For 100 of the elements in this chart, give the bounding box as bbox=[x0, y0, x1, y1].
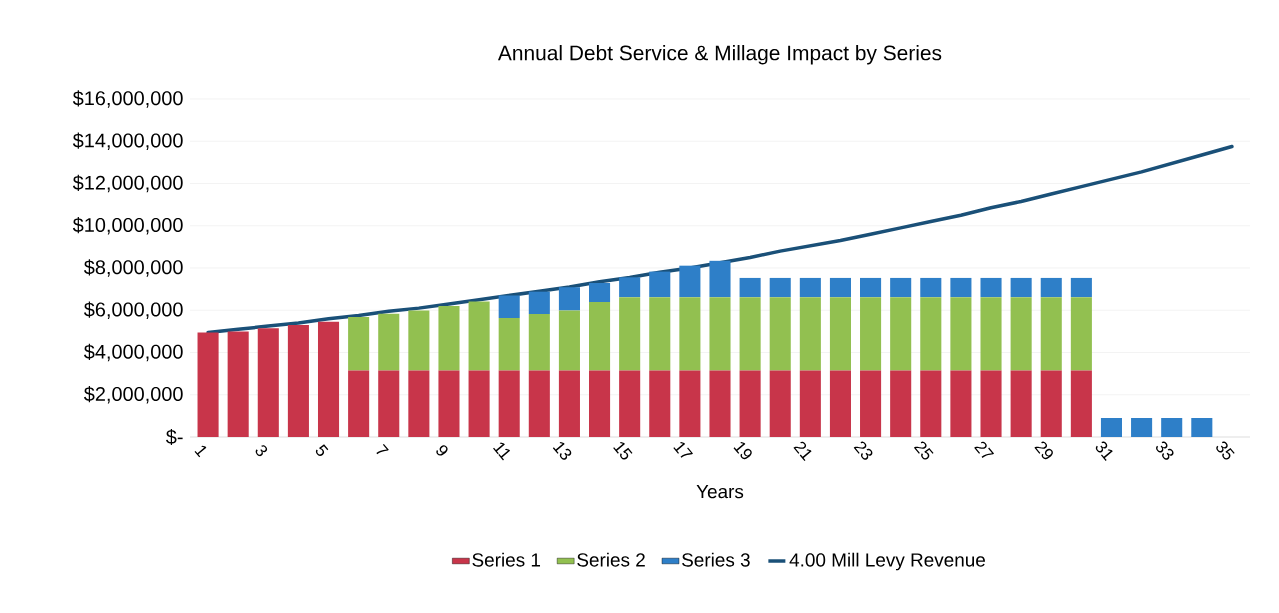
bar bbox=[709, 260, 731, 298]
bar bbox=[799, 297, 821, 371]
bar bbox=[980, 297, 1002, 371]
bar bbox=[1040, 297, 1062, 371]
bar bbox=[1161, 417, 1183, 437]
bar bbox=[1131, 417, 1153, 437]
bar bbox=[890, 297, 912, 371]
bar bbox=[829, 370, 851, 437]
bar bbox=[619, 277, 641, 298]
x-tick-label: 29 bbox=[1034, 441, 1053, 460]
bar bbox=[348, 370, 370, 437]
x-tick-label: 5 bbox=[315, 444, 329, 456]
x-tick-label: 11 bbox=[493, 442, 511, 461]
x-tick-label: 31 bbox=[1095, 441, 1113, 461]
bar bbox=[528, 291, 550, 315]
bar bbox=[1070, 370, 1092, 437]
y-tick-label: $6,000,000 bbox=[83, 301, 183, 319]
bar bbox=[860, 297, 882, 371]
bar bbox=[739, 297, 761, 371]
bar bbox=[829, 277, 851, 298]
bar bbox=[890, 277, 912, 298]
x-axis-title: Years bbox=[696, 485, 744, 499]
bar bbox=[408, 310, 430, 371]
bar bbox=[739, 277, 761, 298]
x-tick-label: 19 bbox=[733, 442, 752, 460]
x-tick-label: 13 bbox=[552, 442, 572, 460]
bar bbox=[408, 370, 430, 437]
bar bbox=[1010, 370, 1032, 437]
bar bbox=[528, 314, 550, 371]
bar bbox=[558, 370, 580, 437]
x-tick-label: 33 bbox=[1156, 441, 1174, 460]
bar bbox=[860, 277, 882, 298]
legend-label: Series 2 bbox=[577, 552, 645, 567]
x-tick-label: 1 bbox=[194, 445, 207, 458]
x-tick-label: 21 bbox=[793, 441, 812, 461]
bar bbox=[679, 370, 701, 437]
bar bbox=[950, 297, 972, 371]
legend-label: Series 3 bbox=[682, 552, 750, 567]
y-tick-label: $- bbox=[165, 428, 183, 446]
bar bbox=[950, 277, 972, 298]
bar bbox=[1070, 277, 1092, 298]
x-tick-label: 25 bbox=[913, 441, 934, 460]
bar bbox=[739, 370, 761, 437]
bar bbox=[829, 297, 851, 371]
bar bbox=[468, 301, 490, 371]
bar bbox=[769, 297, 791, 371]
bar bbox=[558, 287, 580, 311]
x-tick-label: 27 bbox=[974, 441, 995, 458]
bar bbox=[679, 297, 701, 371]
chart-title: Annual Debt Service & Millage Impact by Series bbox=[497, 45, 942, 65]
bar bbox=[920, 277, 942, 298]
bar bbox=[1010, 297, 1032, 371]
bar bbox=[799, 370, 821, 437]
bar bbox=[799, 277, 821, 298]
bar bbox=[498, 295, 520, 319]
bar bbox=[589, 302, 611, 371]
bar bbox=[287, 325, 309, 437]
y-tick-label: $8,000,000 bbox=[83, 259, 183, 277]
bar bbox=[890, 370, 912, 437]
x-tick-label: 3 bbox=[255, 445, 268, 457]
bar bbox=[378, 370, 400, 437]
bar bbox=[438, 370, 460, 437]
bar bbox=[980, 370, 1002, 437]
x-tick-label: 7 bbox=[376, 443, 389, 455]
bar bbox=[438, 306, 460, 371]
bar bbox=[378, 313, 400, 371]
bar bbox=[649, 370, 671, 437]
bar bbox=[468, 370, 490, 437]
bar bbox=[769, 370, 791, 437]
bar bbox=[227, 331, 249, 437]
bar bbox=[649, 271, 671, 298]
bar bbox=[1040, 370, 1062, 437]
bar bbox=[498, 318, 520, 371]
bar bbox=[1070, 297, 1092, 371]
bar bbox=[348, 317, 370, 371]
y-tick-label: $14,000,000 bbox=[72, 132, 183, 150]
y-tick-label: $10,000,000 bbox=[72, 217, 183, 235]
bar bbox=[1191, 417, 1213, 437]
y-tick-label: $12,000,000 bbox=[72, 174, 183, 193]
bar bbox=[317, 321, 340, 437]
legend-label: Series 1 bbox=[472, 552, 541, 567]
bar bbox=[498, 370, 520, 437]
bar bbox=[558, 310, 580, 371]
bar bbox=[197, 332, 219, 437]
bar bbox=[769, 277, 791, 298]
bar bbox=[619, 297, 641, 371]
bar bbox=[860, 370, 882, 437]
y-tick-label: $2,000,000 bbox=[83, 386, 183, 404]
bar bbox=[709, 297, 731, 371]
bar bbox=[528, 370, 550, 437]
y-tick-label: $4,000,000 bbox=[83, 343, 183, 362]
x-tick-label: 23 bbox=[853, 441, 873, 460]
x-tick-label: 17 bbox=[673, 442, 693, 458]
bar bbox=[649, 297, 671, 371]
bar bbox=[709, 370, 731, 437]
bar bbox=[1100, 417, 1123, 437]
x-tick-label: 35 bbox=[1216, 441, 1235, 460]
x-tick-label: 15 bbox=[613, 442, 633, 460]
bar bbox=[920, 297, 942, 371]
y-tick-label: $16,000,000 bbox=[72, 90, 183, 108]
